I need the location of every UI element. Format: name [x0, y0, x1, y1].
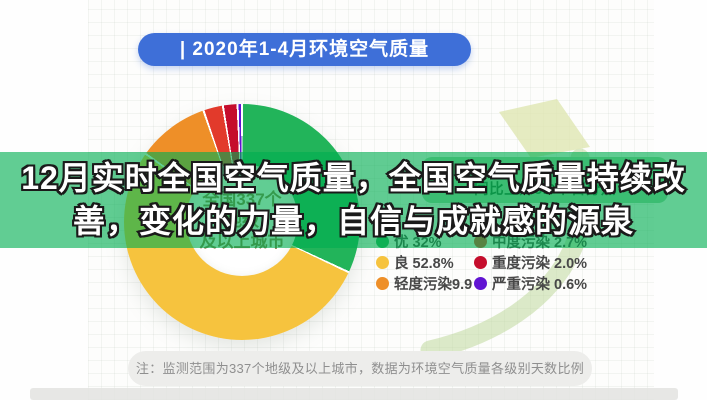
headline-line1: 12月实时全国空气质量，全国空气质量持续改 [19, 158, 687, 198]
bottom-divider [30, 388, 678, 400]
legend-label: 良 52.8% [394, 256, 454, 272]
report-title-badge: | 2020年1-4月环境空气质量 [138, 33, 471, 66]
legend-item: 严重污染 0.6% [474, 275, 588, 293]
legend-color-dot [474, 256, 487, 269]
legend-color-dot [376, 277, 389, 290]
legend-item: 轻度污染9.9 [376, 275, 473, 293]
legend-color-dot [474, 277, 487, 290]
legend-label: 严重污染 0.6% [492, 277, 588, 293]
legend-item: 重度污染 2.0% [474, 254, 588, 272]
legend-item: 良 52.8% [376, 254, 472, 272]
footnote: 注：监测范围为337个地级及以上城市，数据为环境空气质量各级别天数比例 [128, 351, 592, 386]
legend-label: 轻度污染9.9 [394, 277, 473, 293]
headline-overlay-band: 12月实时全国空气质量，全国空气质量持续改 善，变化的力量，自信与成就感的源泉 [0, 152, 707, 248]
legend-color-dot [376, 256, 389, 269]
headline-line2: 善，变化的力量，自信与成就感的源泉 [71, 201, 635, 241]
legend-label: 重度污染 2.0% [492, 256, 588, 272]
